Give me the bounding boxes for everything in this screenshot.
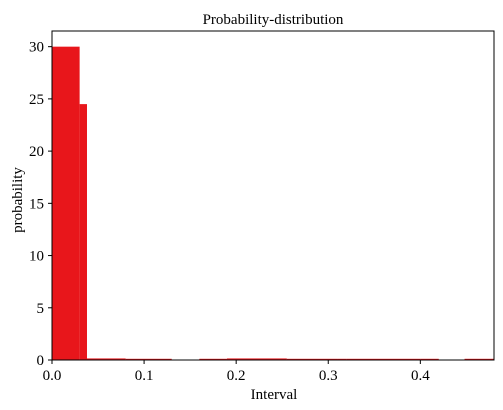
- histogram-bar: [79, 104, 87, 360]
- histogram-bar: [464, 358, 494, 360]
- y-axis-ticks: 0 5 10 15 20 25 30: [29, 40, 52, 369]
- y-tick-label: 0: [37, 353, 45, 369]
- x-tick-label: 0.3: [319, 368, 338, 384]
- y-tick-label: 20: [29, 144, 44, 160]
- histogram-bar: [337, 358, 347, 360]
- x-axis-ticks: 0.0 0.1 0.2 0.3 0.4: [43, 360, 430, 384]
- y-axis-label: probability: [10, 167, 26, 233]
- chart-title: Probability-distribution: [203, 12, 344, 28]
- histogram-bar: [199, 358, 227, 360]
- x-tick-label: 0.1: [135, 368, 154, 384]
- histogram-bar: [52, 46, 80, 361]
- bars-layer: [52, 46, 494, 361]
- x-tick-label: 0.0: [43, 368, 62, 384]
- y-tick-label: 30: [29, 40, 44, 56]
- histogram-bar: [286, 358, 338, 360]
- histogram-bar: [420, 358, 439, 360]
- x-axis-label: Interval: [251, 387, 298, 403]
- x-tick-label: 0.2: [227, 368, 246, 384]
- x-tick-label: 0.4: [411, 368, 430, 384]
- y-tick-label: 5: [37, 301, 45, 317]
- y-tick-label: 10: [29, 249, 44, 265]
- histogram-bar: [226, 358, 287, 360]
- y-tick-label: 25: [29, 92, 44, 108]
- y-tick-label: 15: [29, 196, 44, 212]
- histogram-bar: [86, 358, 126, 360]
- histogram-bar: [346, 358, 421, 360]
- histogram-bar: [125, 358, 172, 360]
- plot-frame: [51, 30, 495, 361]
